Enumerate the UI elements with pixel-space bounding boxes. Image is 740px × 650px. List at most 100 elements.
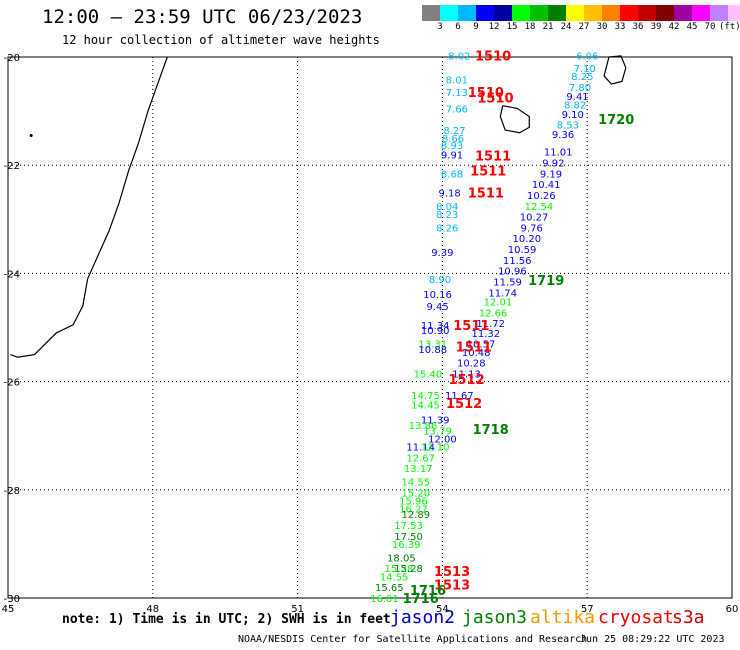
wave-height-label: 18.05: [387, 553, 416, 564]
wave-height-label: 17.50: [394, 532, 423, 543]
wave-height-label: 10.88: [418, 345, 447, 356]
legend-cryosat: cryosat: [598, 607, 674, 628]
wave-height-label: 15.28: [394, 564, 423, 575]
wave-height-label: 9.45: [426, 302, 448, 313]
wave-height-label: 6.06: [576, 51, 598, 62]
wave-height-label: 15.96: [399, 497, 428, 508]
wave-height-label: 10.26: [527, 191, 556, 202]
pass-time-label: 1513: [434, 565, 470, 580]
scale-swatch: [422, 5, 440, 21]
wave-height-label: 10.20: [513, 234, 542, 245]
pass-time-label: 1512: [448, 373, 484, 388]
wave-height-label: 8.01: [446, 76, 468, 87]
scale-swatch: [476, 5, 494, 21]
wave-height-label: 12.66: [479, 308, 508, 319]
wave-height-label: 8.02: [448, 51, 470, 62]
wave-height-label: 10.59: [508, 245, 537, 256]
x-tick-label: 60: [726, 604, 739, 615]
scale-label: 33: [614, 22, 626, 32]
wave-height-label: 8.04: [436, 202, 458, 213]
y-tick-label: -20: [4, 53, 20, 64]
y-tick-label: -28: [4, 486, 20, 497]
pass-time-label: 1511: [456, 340, 492, 355]
x-tick-label: 54: [436, 604, 449, 615]
scale-label: 27: [578, 22, 590, 32]
scale-label: 18: [524, 22, 536, 32]
wave-height-label: 9.92: [542, 158, 564, 169]
color-scale: [422, 5, 740, 21]
wave-height-label: 8.53: [557, 121, 579, 132]
scale-swatch: [656, 5, 674, 21]
legend-jason3: jason3: [462, 607, 528, 628]
wave-height-label: 15.28: [385, 564, 414, 575]
pass-time-label: 1510: [477, 92, 513, 107]
wave-height-label: 9.19: [540, 169, 562, 180]
pass-time-label: 1720: [598, 113, 634, 128]
scale-label: 30: [596, 22, 608, 32]
wave-height-label: 10.16: [423, 290, 452, 301]
wave-height-label: 11.74: [488, 288, 517, 299]
wave-height-label: 15.40: [414, 369, 443, 380]
legend-s3a: s3a: [672, 607, 705, 628]
scale-label: 21: [542, 22, 554, 32]
wave-height-label: 9.39: [431, 248, 453, 259]
scale-swatch: [440, 5, 458, 21]
wave-height-label: 12.89: [402, 510, 431, 521]
wave-height-label: 10.48: [462, 348, 491, 359]
wave-height-label: 12.67: [406, 453, 435, 464]
wave-height-label: 16.27: [399, 505, 428, 516]
wave-height-label: 11.14: [406, 443, 435, 454]
wave-height-label: 11.59: [493, 278, 522, 289]
wave-height-label: 9.91: [441, 150, 463, 161]
pass-time-label: 1510: [475, 49, 511, 64]
wave-height-label: 7.66: [446, 104, 468, 115]
pass-time-label: 1716: [403, 592, 439, 607]
scale-label: 9: [473, 22, 479, 32]
wave-height-label: 7.80: [569, 83, 591, 94]
wave-height-label: 13.17: [404, 464, 433, 475]
y-tick-label: -24: [4, 269, 20, 280]
wave-height-label: 7.13: [446, 88, 468, 99]
footer-credit: NOAA/NESDIS Center for Satellite Applica…: [238, 634, 588, 645]
pass-time-label: 1513: [434, 578, 470, 593]
wave-height-label: 10.28: [457, 359, 486, 370]
wave-height-label: 9.10: [562, 110, 584, 121]
wave-height-label: 11.39: [421, 415, 450, 426]
pass-time-label: 1511: [470, 165, 506, 180]
scale-swatch: [620, 5, 638, 21]
scale-label: 36: [632, 22, 644, 32]
wave-height-label: 10.57: [467, 340, 496, 351]
wave-height-label: 16.01: [370, 594, 399, 605]
wave-height-label: 9.36: [552, 130, 574, 141]
scale-label: 39: [650, 22, 662, 32]
wave-height-label: 14.45: [411, 400, 440, 411]
y-tick-label: -22: [4, 161, 20, 172]
wave-height-label: 10.90: [421, 326, 450, 337]
pass-time-label: 1512: [446, 397, 482, 412]
small-island: [29, 133, 33, 137]
wave-height-label: 8.26: [436, 223, 458, 234]
wave-height-label: 14.75: [411, 391, 440, 402]
scale-label: 24: [560, 22, 572, 32]
x-tick-label: 48: [146, 604, 159, 615]
wave-height-label: 14.55: [380, 572, 409, 583]
wave-height-label: 12.10: [421, 443, 450, 454]
pass-time-label: 1510: [468, 86, 504, 101]
scale-swatch: [602, 5, 620, 21]
wave-height-label: 8.27: [443, 126, 465, 137]
scale-label: 3: [437, 22, 443, 32]
wave-height-label: 15.20: [402, 489, 431, 500]
madagascar-coastline: [10, 56, 168, 358]
wave-height-label: 10.27: [520, 213, 549, 224]
pass-time-label: 1716: [410, 584, 446, 599]
wave-height-label: 9.41: [566, 92, 588, 103]
wave-height-label: 11.56: [503, 256, 532, 267]
scale-swatch: [674, 5, 692, 21]
scale-swatch: [494, 5, 512, 21]
wave-height-label: 12.01: [484, 298, 513, 309]
pass-time-label: 1719: [528, 274, 564, 289]
wave-height-label: 8.68: [441, 169, 463, 180]
reunion-island: [499, 105, 530, 134]
scale-label: 12: [488, 22, 500, 32]
legend-jason2: jason2: [390, 607, 456, 628]
